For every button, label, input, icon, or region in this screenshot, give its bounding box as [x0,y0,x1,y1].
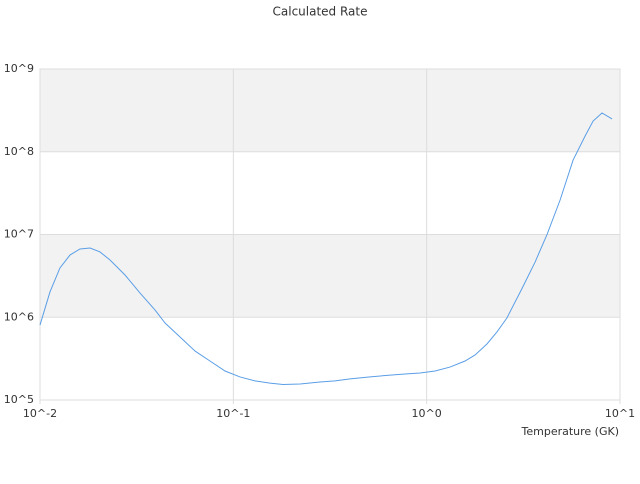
y-tick-label: 10^9 [4,62,34,75]
x-tick-label: 10^-1 [216,407,250,420]
y-tick-label: 10^5 [4,393,34,406]
y-tick-label: 10^6 [4,310,34,323]
grid-band [40,69,620,152]
plot-border [39,68,621,401]
y-tick-label: 10^8 [4,145,34,158]
x-tick-label: 10^0 [412,407,442,420]
grid-band [40,234,620,318]
x-axis-label: Temperature (GK) [521,425,620,438]
line [39,112,613,385]
chart-title: Calculated Rate [273,5,368,19]
x-tick-label: 10^1 [605,407,635,420]
y-tick-label: 10^7 [4,228,34,241]
x-tick-label: 10^-2 [23,407,57,420]
